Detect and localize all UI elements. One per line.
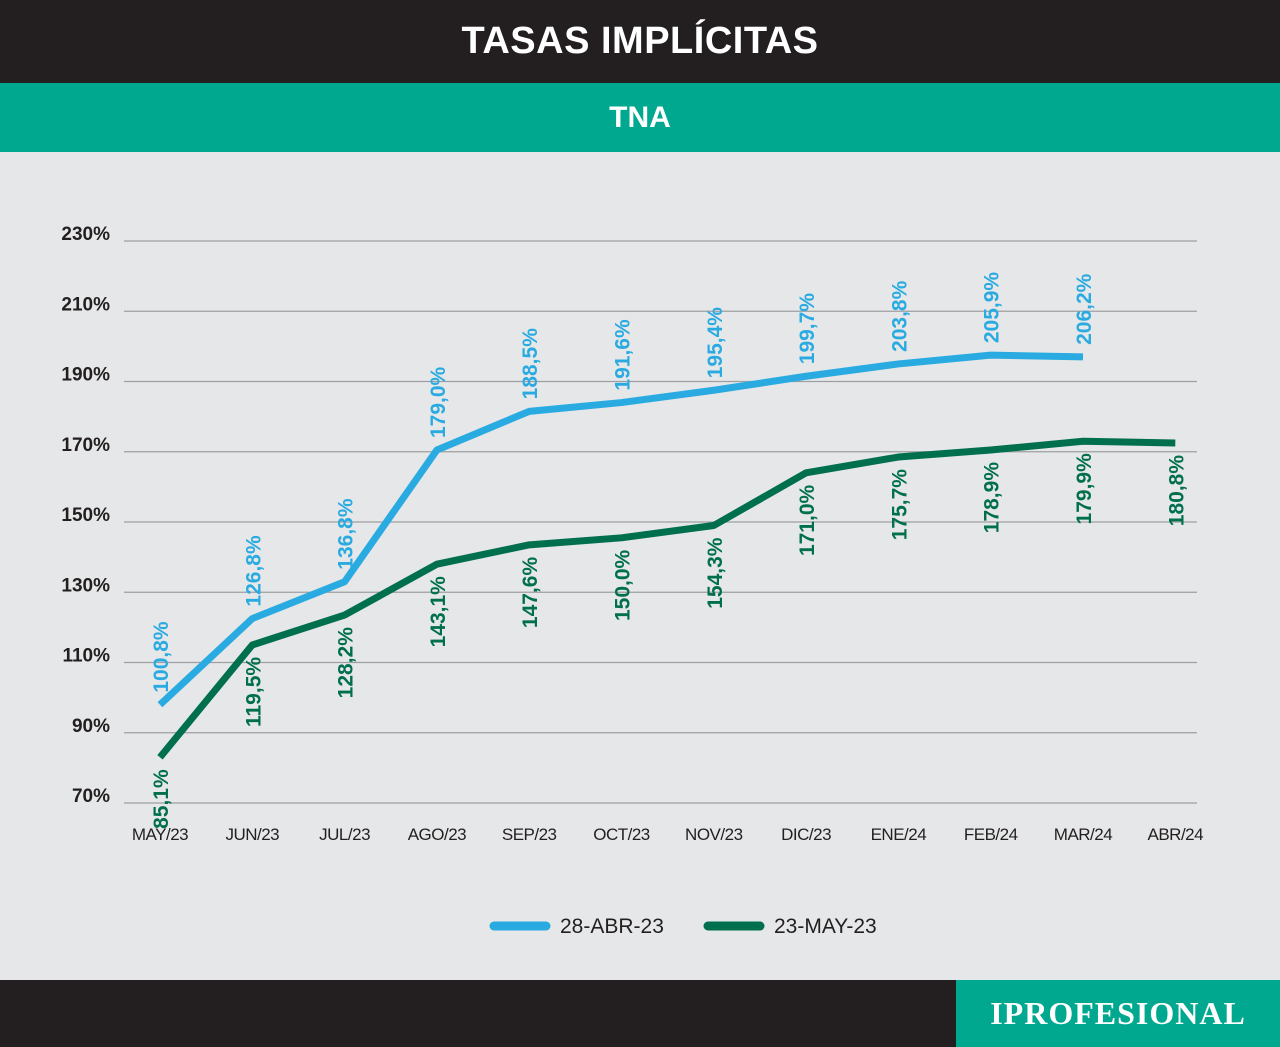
data-label: 136,8% bbox=[335, 498, 358, 570]
y-tick-label: 230% bbox=[61, 224, 110, 245]
y-tick-label: 210% bbox=[61, 294, 110, 315]
data-label: 85,1% bbox=[150, 769, 173, 829]
data-label: 100,8% bbox=[150, 621, 173, 693]
x-axis-ticks: MAY/23 JUN/23 JUL/23 AGO/23 SEP/23 OCT/23 NOV/… bbox=[132, 825, 1204, 844]
data-label: 180,8% bbox=[1165, 455, 1188, 527]
data-label: 119,5% bbox=[242, 657, 265, 727]
data-label: 150,0% bbox=[612, 549, 635, 621]
series-line-1 bbox=[157, 351, 1084, 708]
data-labels: 100,8% 126,8% 136,8% 179,0% 188,5% 191,6% 195,… bbox=[150, 272, 1188, 829]
y-tick-label: 70% bbox=[72, 786, 110, 807]
legend-label: 23-MAY-23 bbox=[774, 915, 877, 938]
data-label: 178,9% bbox=[981, 462, 1004, 534]
x-tick-label: NOV/23 bbox=[685, 825, 743, 844]
x-tick-label: AGO/23 bbox=[408, 825, 466, 844]
chart-title: TASAS IMPLÍCITAS bbox=[0, 0, 1280, 83]
data-label: 128,2% bbox=[335, 627, 358, 699]
grid-lines bbox=[124, 240, 1197, 804]
data-label: 195,4% bbox=[704, 307, 727, 379]
data-label: 205,9% bbox=[981, 272, 1004, 344]
data-label: 179,9% bbox=[1073, 453, 1096, 525]
data-label: 199,7% bbox=[796, 293, 819, 365]
legend-label: 28-ABR-23 bbox=[560, 915, 664, 938]
y-tick-label: 150% bbox=[61, 505, 110, 526]
chart-area: 70% 90% 110% 130% 150% 170% 190% 210% 230% MAY/2… bbox=[0, 152, 1280, 978]
y-tick-label: 170% bbox=[61, 435, 110, 456]
x-tick-label: ABR/24 bbox=[1148, 825, 1204, 844]
data-label: 206,2% bbox=[1073, 273, 1096, 345]
y-tick-label: 130% bbox=[61, 575, 110, 596]
x-tick-label: OCT/23 bbox=[593, 825, 650, 844]
brand-logo: IPROFESIONAL bbox=[956, 980, 1280, 1047]
x-tick-label: JUL/23 bbox=[319, 825, 370, 844]
data-label: 203,8% bbox=[888, 280, 911, 352]
series-lines bbox=[157, 351, 1176, 760]
x-tick-label: DIC/23 bbox=[781, 825, 831, 844]
legend: 28-ABR-23 23-MAY-23 bbox=[489, 915, 877, 938]
x-tick-label: ENE/24 bbox=[871, 825, 927, 844]
chart-subtitle: TNA bbox=[0, 83, 1280, 152]
series-line-2 bbox=[157, 437, 1176, 760]
data-label: 126,8% bbox=[242, 535, 265, 607]
data-label: 143,1% bbox=[427, 576, 450, 648]
data-label: 188,5% bbox=[519, 328, 542, 400]
data-label: 191,6% bbox=[612, 319, 635, 391]
data-label: 171,0% bbox=[796, 485, 819, 557]
x-tick-label: MAY/23 bbox=[132, 825, 188, 844]
line-chart: 70% 90% 110% 130% 150% 170% 190% 210% 230% MAY/2… bbox=[61, 224, 1204, 938]
footer-bar: IPROFESIONAL bbox=[0, 980, 1280, 1047]
y-axis-ticks: 70% 90% 110% 130% 150% 170% 190% 210% 230% bbox=[61, 224, 110, 807]
data-label: 175,7% bbox=[888, 469, 911, 541]
data-label: 179,0% bbox=[427, 366, 450, 438]
x-tick-label: MAR/24 bbox=[1054, 825, 1112, 844]
y-tick-label: 90% bbox=[72, 716, 110, 737]
x-tick-label: JUN/23 bbox=[225, 825, 279, 844]
data-label: 147,6% bbox=[519, 557, 542, 629]
x-tick-label: FEB/24 bbox=[964, 825, 1018, 844]
y-tick-label: 190% bbox=[61, 365, 110, 386]
y-tick-label: 110% bbox=[62, 646, 110, 667]
data-label: 154,3% bbox=[704, 537, 727, 609]
x-tick-label: SEP/23 bbox=[502, 825, 557, 844]
